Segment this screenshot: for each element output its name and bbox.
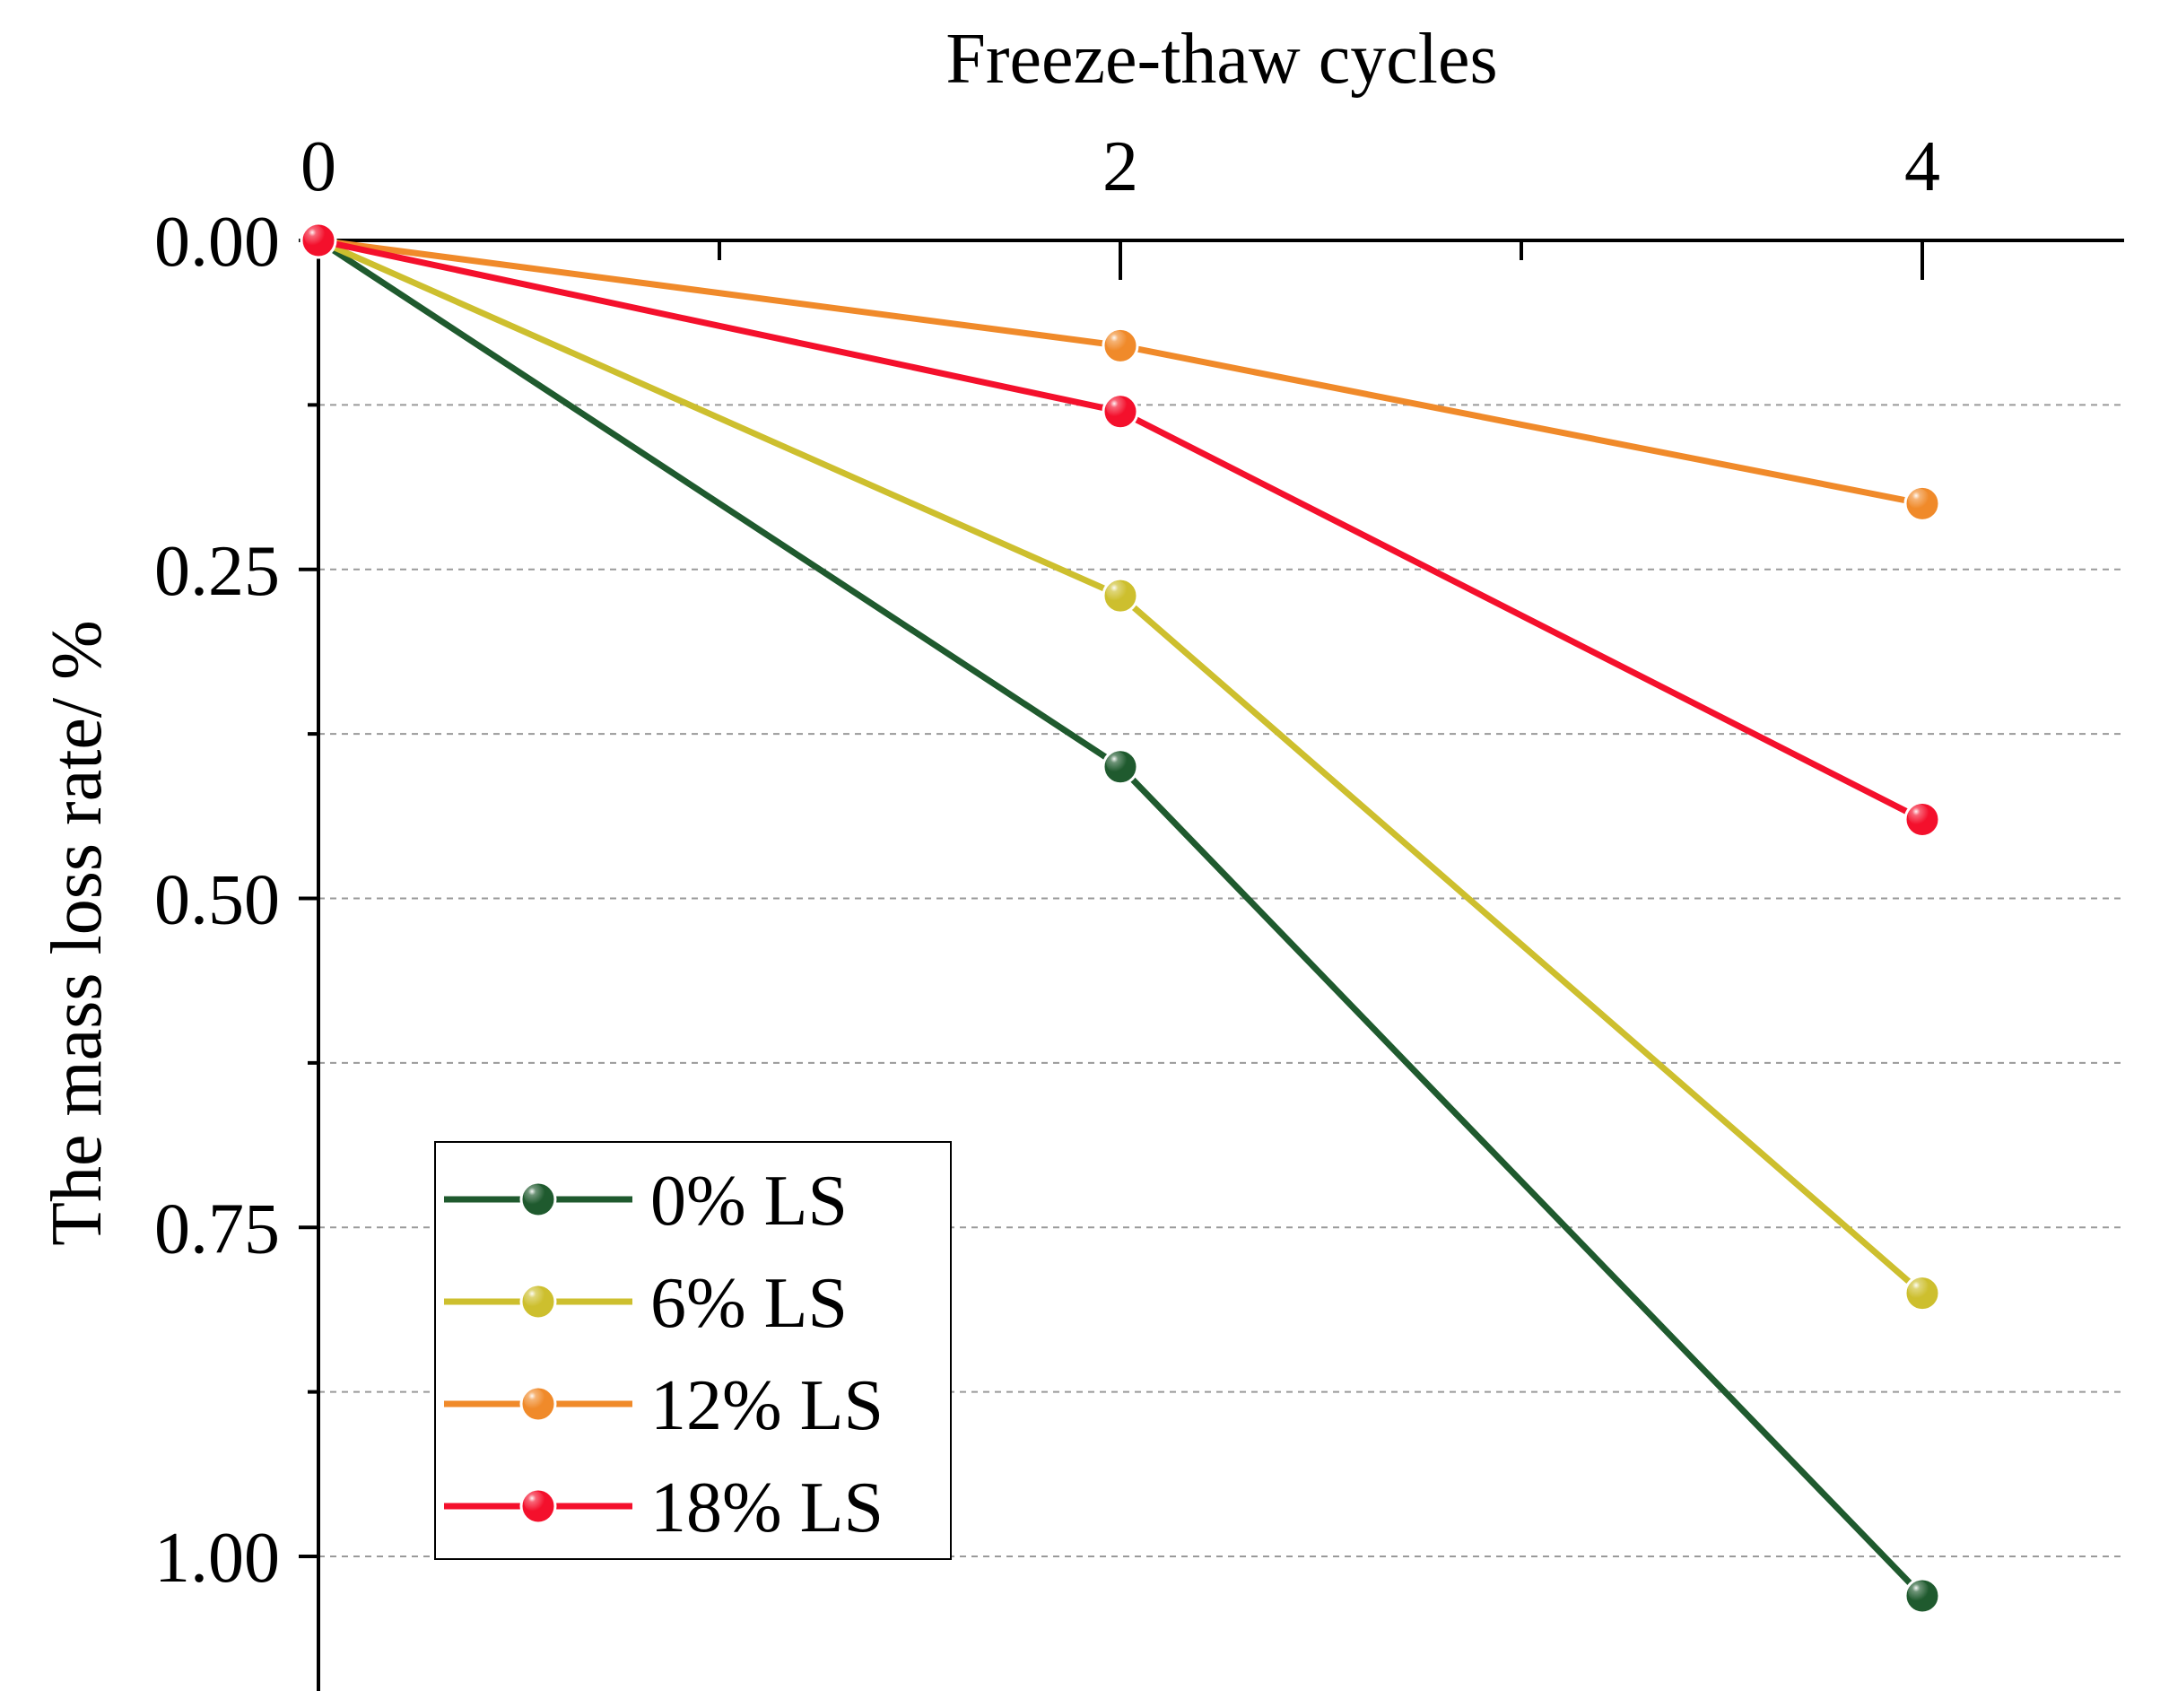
legend-item: 0% LS bbox=[444, 1162, 848, 1241]
legend-label: 18% LS bbox=[650, 1468, 884, 1547]
data-point-highlight bbox=[1908, 488, 1929, 510]
data-point-highlight bbox=[1908, 804, 1929, 826]
legend-label: 6% LS bbox=[650, 1264, 848, 1343]
legend-item: 6% LS bbox=[444, 1264, 848, 1343]
data-point-highlight bbox=[1908, 1277, 1929, 1300]
data-point-highlight bbox=[524, 1389, 545, 1410]
data-point-highlight bbox=[1106, 751, 1128, 773]
legend: 0% LS 6% LS 12% LS 18% LS bbox=[434, 1141, 952, 1560]
data-point-highlight bbox=[1106, 330, 1128, 353]
axes bbox=[317, 239, 2124, 1691]
x-tick-label: 2 bbox=[1102, 127, 1138, 206]
legend-label: 0% LS bbox=[650, 1162, 848, 1241]
y-tick-label: 1.00 bbox=[154, 1519, 280, 1598]
y-tick-label: 0.50 bbox=[154, 861, 280, 940]
y-tick-label: 0.25 bbox=[154, 532, 280, 611]
data-point-highlight bbox=[304, 225, 326, 247]
data-point-highlight bbox=[1106, 580, 1128, 603]
data-point-highlight bbox=[524, 1184, 545, 1206]
series bbox=[300, 222, 1941, 1615]
x-tick-label: 0 bbox=[300, 127, 336, 206]
data-point-highlight bbox=[524, 1286, 545, 1308]
data-point-highlight bbox=[1908, 1581, 1929, 1603]
x-axis-label: Freeze-thaw cycles bbox=[945, 20, 1497, 99]
data-point-highlight bbox=[524, 1491, 545, 1512]
series-line bbox=[318, 237, 1924, 823]
y-axis-label: The mass loss rate/ % bbox=[38, 620, 117, 1246]
x-tick-label: 4 bbox=[1904, 127, 1940, 206]
y-tick-label: 0.00 bbox=[154, 203, 280, 282]
legend-item: 12% LS bbox=[444, 1366, 884, 1445]
legend-label: 12% LS bbox=[650, 1366, 884, 1445]
data-point-highlight bbox=[1106, 396, 1128, 418]
legend-frame bbox=[434, 1141, 952, 1560]
grid-lines bbox=[318, 404, 2124, 1557]
legend-item: 18% LS bbox=[444, 1468, 884, 1547]
ticks: 0.00 0.25 0.50 0.75 1.00 0 2 4 bbox=[154, 127, 1940, 1598]
series-18-ls bbox=[300, 222, 1941, 838]
y-tick-label: 0.75 bbox=[154, 1190, 280, 1268]
series-line bbox=[318, 237, 1923, 507]
